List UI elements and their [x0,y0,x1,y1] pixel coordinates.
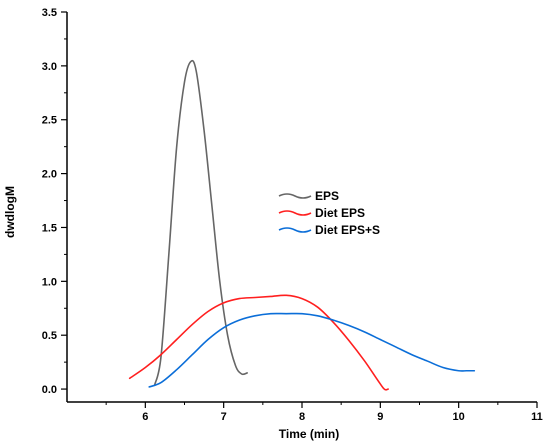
series-line-eps [153,59,248,386]
y-tick-label: 1.5 [42,222,57,234]
legend-label-eps: EPS [315,189,339,203]
plot-frame [66,12,537,403]
x-tick-label: 11 [531,411,543,423]
legend-swatch-eps [278,193,312,199]
x-tick-label: 9 [377,411,383,423]
legend: EPS Diet EPS Diet EPS+S [278,189,380,237]
y-axis-ticks: 0.0 0.5 1.0 1.5 2.0 2.5 3.0 3.5 [42,7,67,396]
series-line-diet-eps [128,294,389,391]
y-tick-label: 3.5 [42,7,57,19]
legend-label-diet-eps-s: Diet EPS+S [315,223,380,237]
y-tick-label: 0.5 [42,330,57,342]
x-axis-ticks: 6 7 8 9 10 11 [105,402,543,423]
legend-swatch-diet-eps-s [278,227,312,233]
legend-swatch-diet-eps [278,210,312,216]
x-tick-label: 7 [221,411,227,423]
legend-label-diet-eps: Diet EPS [315,206,365,220]
y-tick-label: 3.0 [42,61,57,73]
y-tick-label: 1.0 [42,276,57,288]
x-tick-label: 8 [299,411,305,423]
x-tick-label: 10 [453,411,465,423]
y-tick-label: 0.0 [42,384,57,396]
x-tick-label: 6 [142,411,148,423]
y-axis-title: dwdlogM [3,186,17,238]
series-layer [128,59,476,391]
series-line-diet-eps-s [148,312,476,388]
y-tick-label: 2.0 [42,169,57,181]
x-axis-title: Time (min) [279,427,339,441]
y-tick-label: 2.5 [42,115,57,127]
